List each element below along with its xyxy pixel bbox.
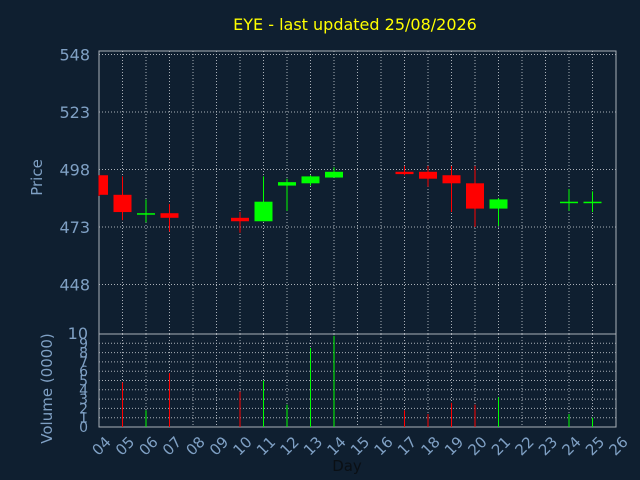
candle-body	[301, 176, 320, 184]
day-tick-label: 22	[512, 433, 538, 459]
candle-body	[583, 201, 602, 204]
candle-body	[560, 201, 578, 204]
candle-body	[99, 175, 108, 195]
price-tick-label: 548	[59, 45, 90, 64]
day-tick-label: 20	[465, 433, 491, 459]
candle-body	[160, 213, 179, 218]
day-tick-label: 06	[136, 433, 162, 459]
day-tick-label: 26	[606, 433, 632, 459]
day-tick-label: 13	[300, 433, 326, 459]
candle-body	[489, 199, 508, 209]
day-tick-label: 05	[112, 433, 138, 459]
day-tick-label: 10	[230, 433, 256, 459]
volume-tick-label: 3	[79, 392, 88, 408]
chart-title: EYE - last updated 25/08/2026	[233, 15, 477, 34]
day-tick-label: 16	[371, 433, 397, 459]
candle-body	[231, 217, 249, 222]
candle-body	[325, 171, 343, 178]
volume-tick-label: 8	[79, 346, 88, 362]
volume-panel-border	[98, 333, 617, 428]
day-tick-label: 04	[89, 433, 115, 459]
day-tick-label: 23	[535, 433, 561, 459]
day-tick-label: 12	[277, 433, 303, 459]
day-tick-label: 15	[347, 433, 373, 459]
volume-tick-label: 2	[79, 401, 88, 417]
day-tick-label: 14	[324, 433, 350, 459]
volume-tick-label: 6	[79, 364, 88, 380]
day-tick-label: 09	[206, 433, 232, 459]
day-tick-label: 25	[582, 433, 608, 459]
grid-layer	[98, 50, 617, 428]
volume-tick-label: 7	[79, 355, 88, 371]
candle-body	[137, 213, 155, 215]
volume-tick-label: 0	[79, 420, 88, 436]
x-axis-label: Day	[332, 457, 362, 475]
day-tick-label: 19	[441, 433, 467, 459]
day-tick-label: 18	[418, 433, 444, 459]
day-tick-label: 07	[159, 433, 185, 459]
day-tick-label: 24	[559, 433, 585, 459]
price-tick-label: 498	[59, 160, 90, 179]
volume-axis-label: Volume (0000)	[38, 333, 56, 443]
candle-body	[254, 201, 273, 222]
volume-tick-label: 1	[79, 411, 88, 427]
candle-body	[395, 171, 414, 175]
price-tick-label: 473	[59, 218, 90, 237]
day-tick-label: 21	[488, 433, 514, 459]
volume-plot	[122, 335, 593, 427]
volume-tick-label: 4	[79, 383, 88, 399]
volume-tick-label: 9	[79, 336, 88, 352]
price-tick-label: 448	[59, 276, 90, 295]
volume-tick-label: 10	[68, 324, 88, 343]
candle-body	[442, 175, 461, 184]
candle-body	[466, 183, 484, 209]
candle-body	[278, 182, 296, 186]
candle-body	[419, 171, 437, 179]
volume-tick-label: 5	[79, 374, 88, 390]
day-tick-label: 11	[253, 433, 279, 459]
price-plot	[98, 166, 602, 233]
candle-body	[113, 194, 132, 213]
day-tick-label: 08	[183, 433, 209, 459]
day-tick-label: 17	[394, 433, 420, 459]
price-tick-label: 523	[59, 103, 90, 122]
price-axis-label: Price	[28, 159, 46, 196]
